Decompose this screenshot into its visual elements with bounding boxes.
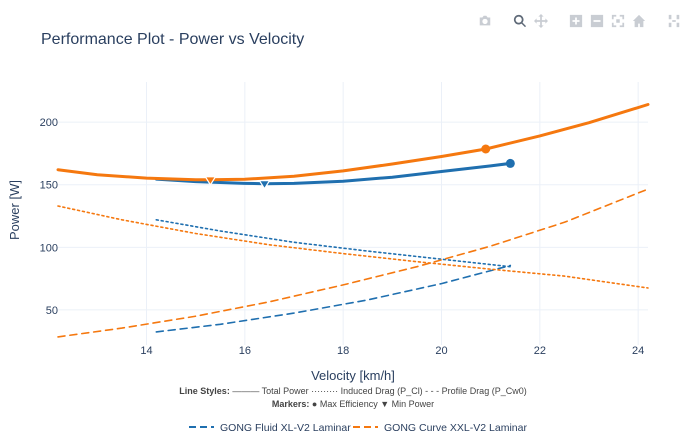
line-styles-annotation: Line Styles: ——— Total Power ········· I… [179,386,526,396]
y-tick-label: 150 [40,180,58,192]
legend: GONG Fluid XL-V2 Laminar GONG Curve XXL-… [189,422,527,434]
line-fluid-profile-drag [155,264,512,333]
marker-min-power-fluid [258,180,271,190]
legend-item-fluid[interactable]: GONG Fluid XL-V2 Laminar [189,422,351,434]
line-styles-text: ——— Total Power ········· Induced Drag (… [230,386,527,396]
markers-title: Markers: [272,399,310,409]
spikelines-icon[interactable] [665,12,682,29]
marker-min-power-curve [204,176,217,186]
pan-icon[interactable] [532,12,549,29]
x-tick-label: 20 [435,345,447,357]
line-curve-total-power [56,103,650,182]
zoom-icon[interactable] [511,12,528,29]
camera-icon[interactable] [476,12,493,29]
series-layer [56,103,650,338]
modebar [476,12,682,29]
line-curve-induced-drag [57,205,649,289]
y-tick-label: 200 [40,117,58,129]
tick-labels: 14 16 18 20 22 24 50 100 150 200 [40,117,645,357]
zoom-in-icon[interactable] [567,12,584,29]
zoom-out-icon[interactable] [588,12,605,29]
y-axis-label: Power [W] [7,180,22,240]
line-fluid-induced-drag [155,219,512,268]
markers-layer [204,144,515,190]
markers-text: ● Max Efficiency ▼ Min Power [309,399,434,409]
line-fluid-total-power [154,161,512,186]
chart-title: Performance Plot - Power vs Velocity [41,31,304,48]
x-tick-label: 22 [534,345,546,357]
legend-item-curve[interactable]: GONG Curve XXL-V2 Laminar [353,422,527,434]
x-tick-label: 24 [632,345,644,357]
x-tick-label: 16 [239,345,251,357]
autoscale-icon[interactable] [609,12,626,29]
x-tick-label: 14 [140,345,152,357]
gridlines [58,82,648,345]
marker-max-efficiency-curve [481,144,491,154]
markers-annotation: Markers: ● Max Efficiency ▼ Min Power [272,399,434,409]
legend-label-curve: GONG Curve XXL-V2 Laminar [384,422,527,434]
home-icon[interactable] [630,12,647,29]
marker-max-efficiency-fluid [505,158,515,168]
y-tick-label: 100 [40,242,58,254]
x-tick-label: 18 [337,345,349,357]
x-axis-label: Velocity [km/h] [311,368,395,383]
y-tick-label: 50 [46,305,58,317]
line-styles-title: Line Styles: [179,386,230,396]
line-curve-profile-drag [57,188,649,338]
legend-label-fluid: GONG Fluid XL-V2 Laminar [220,422,351,434]
